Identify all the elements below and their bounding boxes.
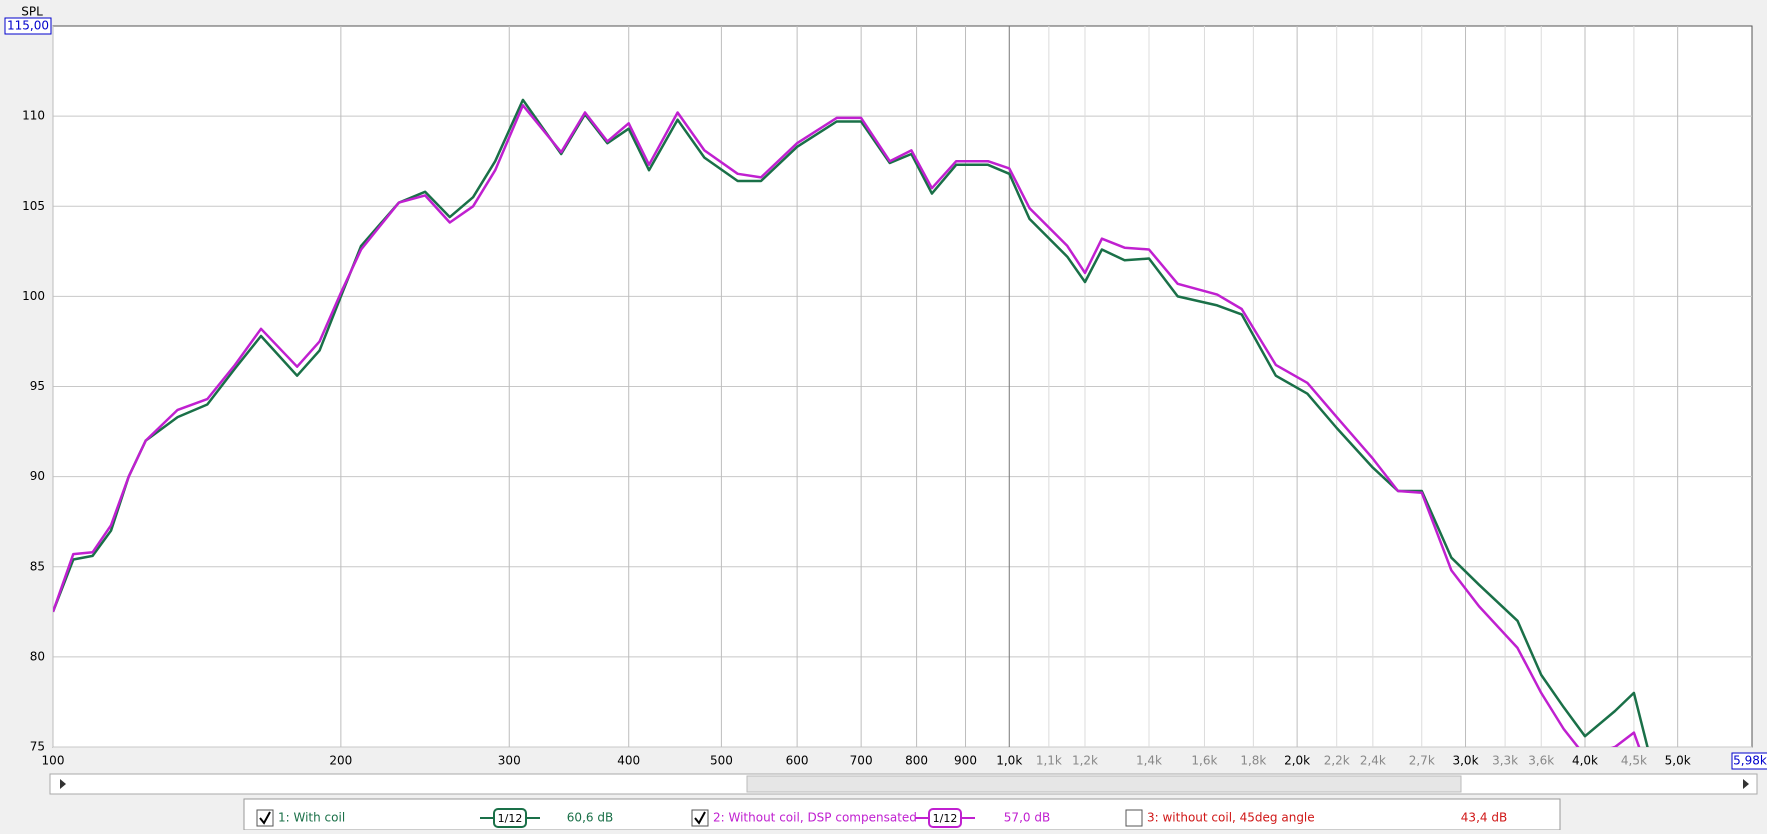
x-tick-label: 1,2k <box>1072 754 1098 768</box>
x-tick-label: 1,8k <box>1240 754 1266 768</box>
x-tick-label: 700 <box>850 754 873 768</box>
x-limit-label[interactable]: 5,98k <box>1733 754 1767 768</box>
scroll-thumb[interactable] <box>746 775 1462 793</box>
x-tick-label: 5,0k <box>1665 754 1691 768</box>
checkmark <box>259 811 271 825</box>
y-tick-label: 75 <box>30 740 45 754</box>
smoothing-box[interactable] <box>928 808 962 828</box>
x-tick-label: 1,6k <box>1191 754 1217 768</box>
x-tick-label: 2,2k <box>1324 754 1350 768</box>
smoothing-box[interactable] <box>493 808 527 828</box>
checkmark <box>694 811 706 825</box>
x-tick-label: 4,0k <box>1572 754 1598 768</box>
legend: 1: With coil 1/12 60,6 dB 2: Without coil, … <box>256 808 1507 828</box>
legend-label[interactable]: 1: With coil <box>278 811 345 825</box>
legend-level: 60,6 dB <box>567 811 613 825</box>
x-tick-label: 600 <box>786 754 809 768</box>
legend-label[interactable]: 3: without coil, 45deg angle <box>1147 811 1315 825</box>
y-tick-label: 80 <box>30 649 45 663</box>
x-tick-label: 400 <box>617 754 640 768</box>
y-tick-label: 110 <box>22 109 45 123</box>
y-tick-label: 85 <box>30 559 45 573</box>
x-tick-label: 500 <box>710 754 733 768</box>
x-tick-label: 2,4k <box>1360 754 1386 768</box>
y-tick-label: 95 <box>30 379 45 393</box>
legend-label[interactable]: 2: Without coil, DSP compensated <box>713 811 917 825</box>
x-tick-label: 1,4k <box>1136 754 1162 768</box>
x-tick-label: 1,1k <box>1036 754 1062 768</box>
legend-level: 57,0 dB <box>1004 811 1050 825</box>
legend-level: 43,4 dB <box>1461 811 1507 825</box>
smoothing-label: 1/12 <box>933 812 958 825</box>
curves <box>53 98 1649 747</box>
checkbox[interactable] <box>1125 809 1143 827</box>
y-limit-box <box>4 17 52 35</box>
x-tick-label: 800 <box>905 754 928 768</box>
x-tick-label: 200 <box>329 754 352 768</box>
scroll-left[interactable] <box>60 779 66 789</box>
x-tick-label: 3,6k <box>1528 754 1554 768</box>
y-axis-label: SPL <box>21 5 43 19</box>
x-limit-box <box>1731 752 1767 770</box>
y-limit-label[interactable]: 115,00 <box>7 19 49 33</box>
y-tick-label: 90 <box>30 469 45 483</box>
x-tick-label: 2,7k <box>1409 754 1435 768</box>
y-tick-label: 100 <box>22 289 45 303</box>
x-tick-label: 900 <box>954 754 977 768</box>
x-tick-label: 100 <box>42 754 65 768</box>
y-tick-label: 105 <box>22 199 45 213</box>
x-tick-label: 4,5k <box>1621 754 1647 768</box>
x-tick-label: 3,0k <box>1452 754 1478 768</box>
x-tick-label: 3,3k <box>1492 754 1518 768</box>
smoothing-label: 1/12 <box>498 812 523 825</box>
x-tick-label: 2,0k <box>1284 754 1310 768</box>
grid <box>52 26 1752 748</box>
legend-panel <box>243 798 1561 831</box>
x-tick-label: 1,0k <box>996 754 1022 768</box>
curve <box>53 104 1641 747</box>
scroll-right[interactable] <box>1743 779 1749 789</box>
tick-labels: 75 80 85 90 95 100 105 110 115,00 100 200 300 400 500… <box>4 17 1767 770</box>
x-tick-label: 300 <box>498 754 521 768</box>
